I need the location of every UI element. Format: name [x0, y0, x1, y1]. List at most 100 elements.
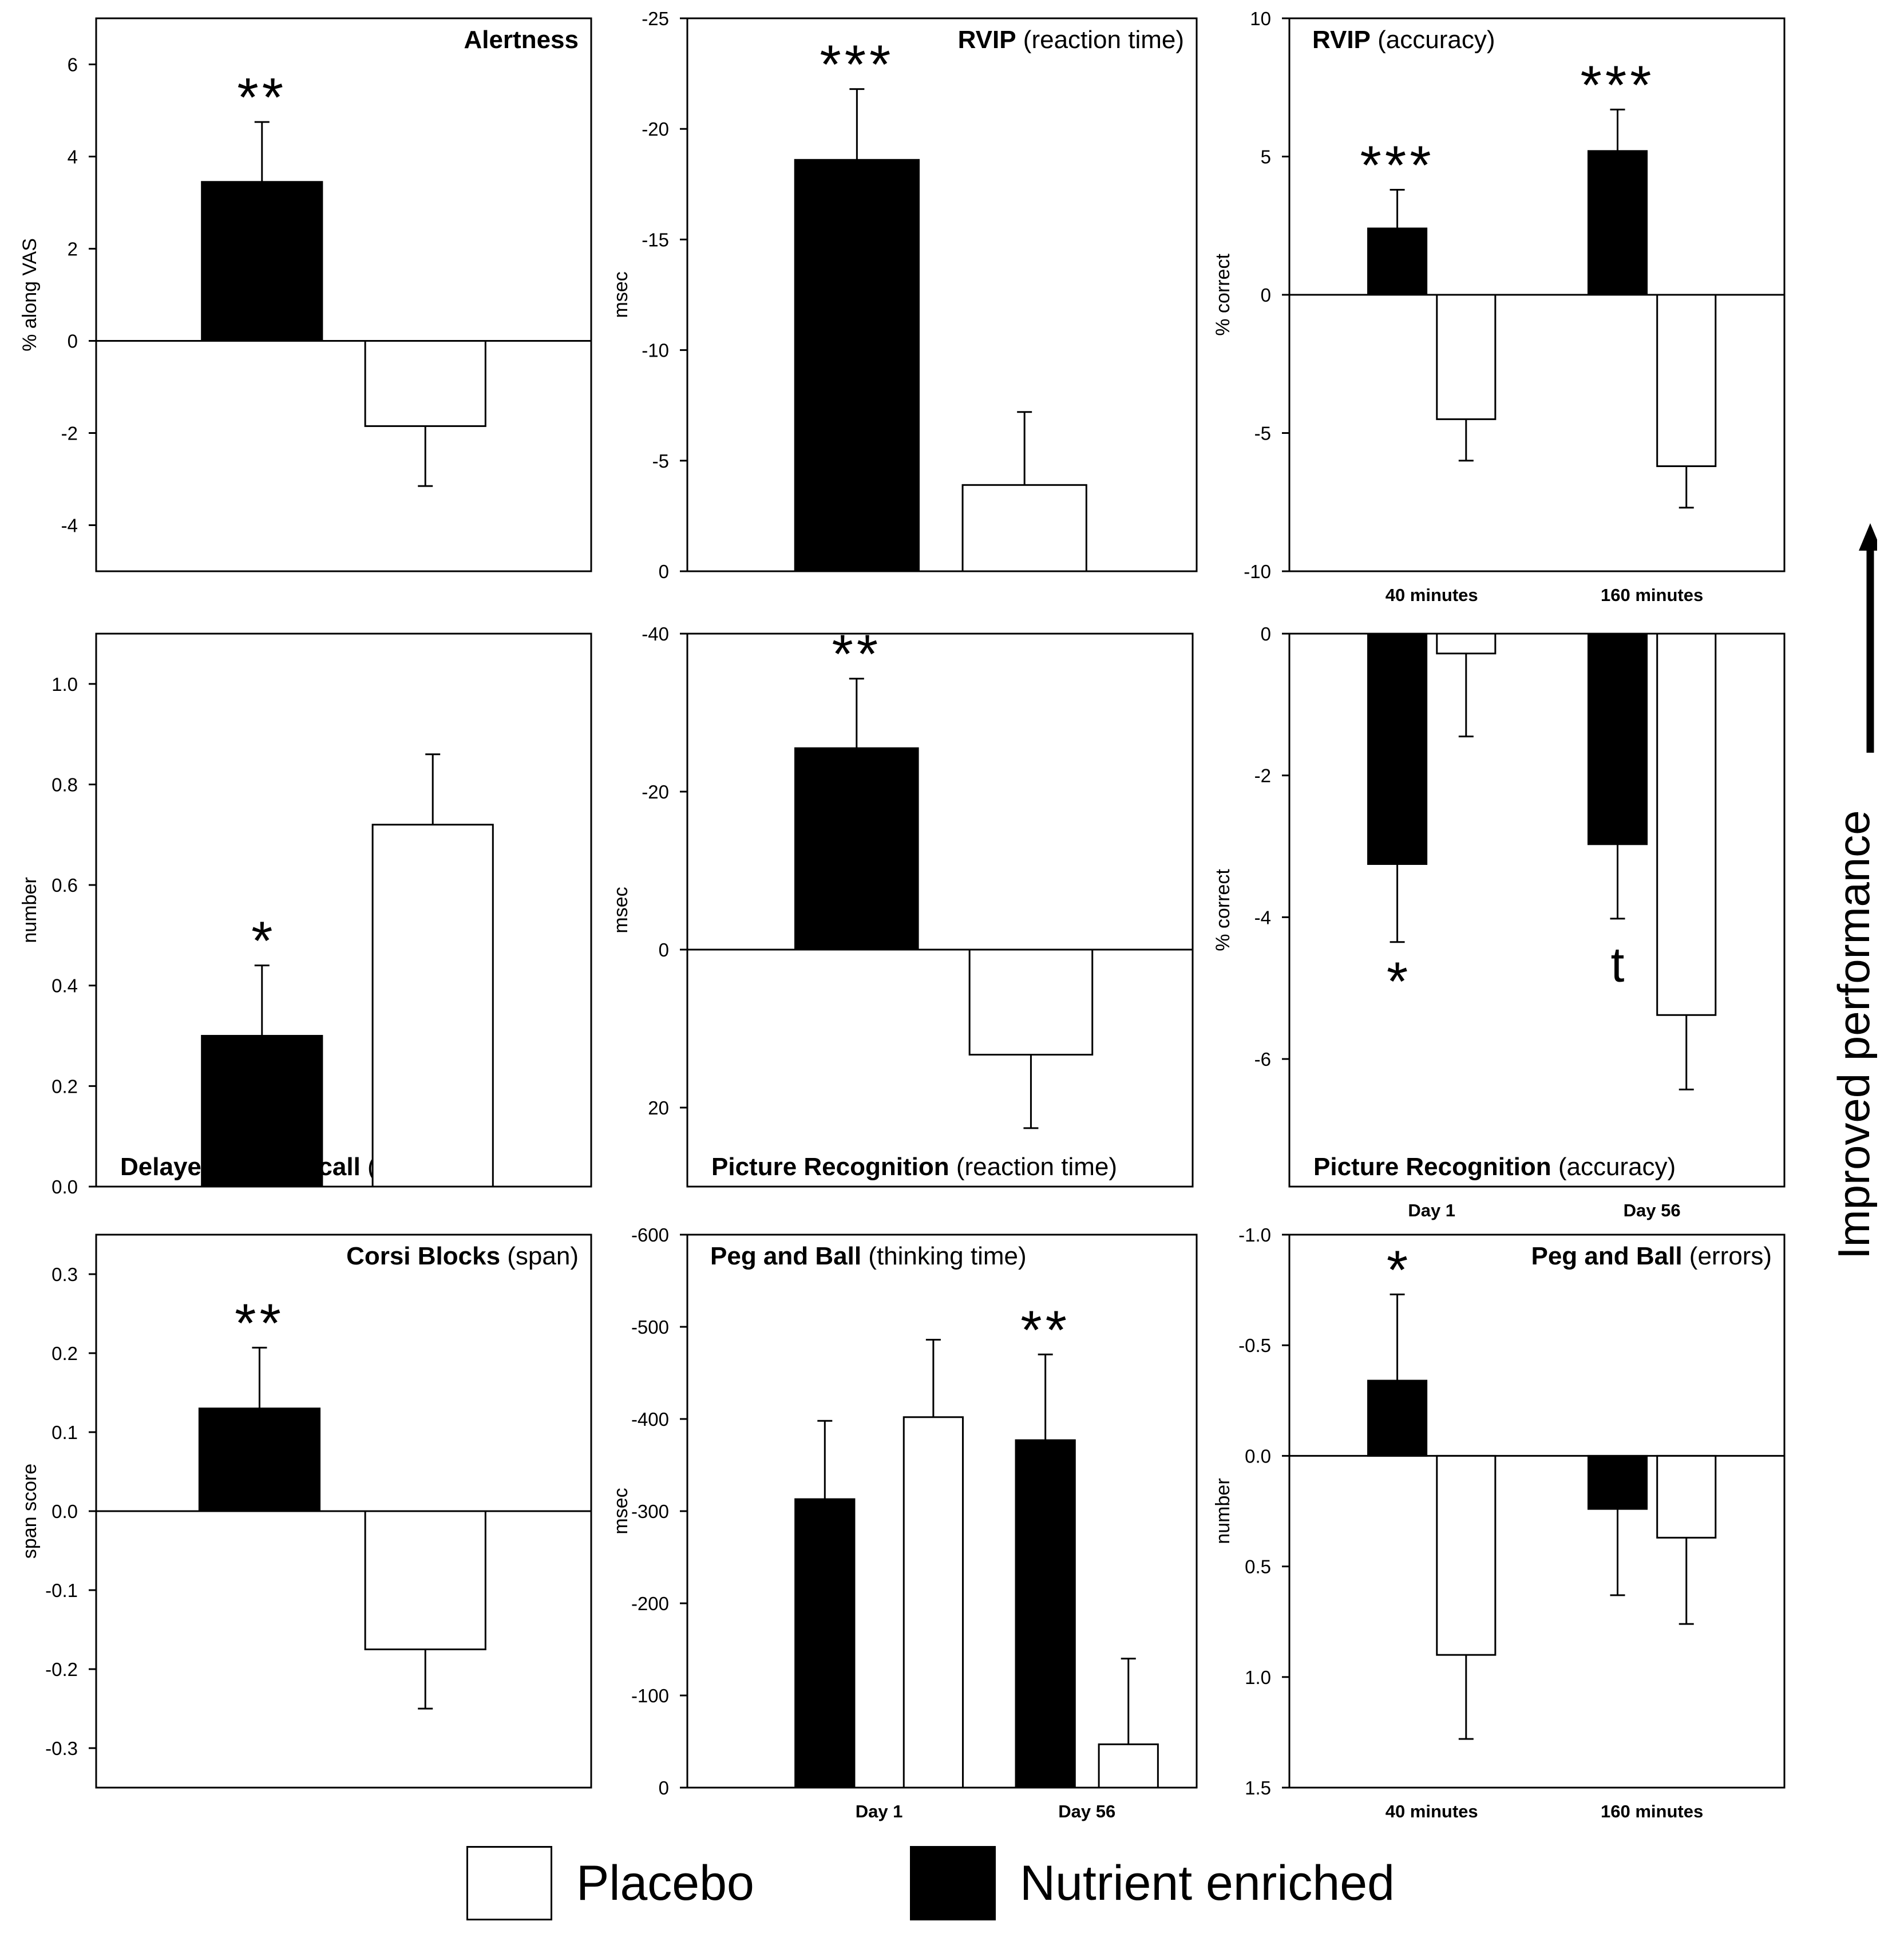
y-tick-label: -300: [631, 1501, 669, 1522]
chart-title: Alertness: [464, 26, 579, 54]
y-tick-label: -2: [61, 423, 78, 444]
legend-placebo-label: Placebo: [576, 1855, 754, 1911]
chart-title: Picture Recognition (accuracy): [1313, 1153, 1676, 1181]
y-tick-label: 0: [1261, 623, 1271, 645]
y-tick-label: 0: [659, 561, 669, 582]
y-tick-label: 0.5: [1245, 1556, 1271, 1578]
y-tick-label: 0.4: [52, 975, 78, 997]
x-category-label: Day 1: [856, 1801, 903, 1821]
chart-title-bold: Picture Recognition: [1313, 1153, 1551, 1181]
chart-title-rest: (span): [500, 1242, 579, 1270]
x-category-label: 40 minutes: [1386, 585, 1478, 605]
y-tick-label: -4: [1254, 907, 1271, 928]
significance-marker: *: [1387, 1239, 1408, 1300]
significance-marker: ***: [1360, 135, 1435, 196]
y-tick-label: -600: [631, 1224, 669, 1246]
y-tick-label: -6: [1254, 1049, 1271, 1070]
y-tick-label: -15: [642, 229, 669, 250]
bar-nutrient: [201, 1035, 323, 1188]
improved-performance-arrowhead: [1859, 523, 1877, 551]
bar-placebo: [968, 948, 1094, 1056]
plot-frame: [1288, 633, 1786, 1188]
y-axis-label: msec: [610, 887, 632, 933]
y-tick-label: -100: [631, 1685, 669, 1706]
bar-placebo: [902, 1416, 964, 1789]
chart-picture-rt: -40 -20 0 20 msec Picture Recognition (reacti…: [610, 623, 1194, 1188]
y-tick-label: -10: [642, 340, 669, 361]
bar-placebo: [364, 1510, 486, 1650]
chart-title-rest: (reaction time): [949, 1153, 1117, 1181]
chart-title-bold: RVIP: [1312, 26, 1371, 54]
chart-peg-time: -600 -500 -400 -300 -200 -100 0 msec Peg and Bal…: [610, 1224, 1198, 1821]
y-tick-label: -1.0: [1238, 1224, 1271, 1246]
y-tick-label: 4: [68, 147, 78, 168]
y-tick-label: 0.0: [1245, 1445, 1271, 1466]
plot-frame: [686, 17, 1198, 572]
significance-marker: *: [251, 911, 272, 972]
bar-nutrient: [1587, 150, 1648, 296]
plot-frame: [1288, 1234, 1786, 1789]
y-tick-label: 0: [659, 939, 669, 960]
chart-title: Peg and Ball (errors): [1531, 1242, 1772, 1270]
bar-placebo: [1098, 1743, 1159, 1789]
y-axis-label: % along VAS: [19, 238, 41, 351]
chart-title-bold: Peg and Ball: [1531, 1242, 1682, 1270]
significance-marker: **: [832, 624, 881, 685]
y-tick-label: -2: [1254, 765, 1271, 786]
chart-title: Picture Recognition (reaction time): [711, 1153, 1117, 1181]
significance-marker: **: [237, 67, 287, 128]
y-tick-label: -0.2: [45, 1659, 78, 1680]
chart-rvip-acc: -10 -5 0 5 10 % correct RVIP (accuracy) 40 minu…: [1212, 8, 1786, 605]
y-axis-label: number: [19, 877, 41, 943]
y-axis-label: msec: [610, 271, 632, 318]
chart-title: Peg and Ball (thinking time): [710, 1242, 1027, 1270]
y-axis-label: span score: [19, 1464, 41, 1559]
y-tick-label: 0.2: [52, 1076, 78, 1097]
bar-nutrient: [1367, 633, 1428, 865]
bar-nutrient: [1367, 227, 1428, 296]
y-tick-label: 5: [1261, 147, 1271, 168]
y-axis-label: % correct: [1212, 254, 1234, 336]
x-category-label: Day 56: [1058, 1801, 1115, 1821]
bar-nutrient: [1587, 633, 1648, 845]
y-tick-label: -5: [1254, 423, 1271, 444]
y-tick-label: 0.6: [52, 875, 78, 896]
bar-placebo: [364, 340, 486, 427]
y-tick-label: -500: [631, 1317, 669, 1338]
y-tick-label: -400: [631, 1409, 669, 1430]
bar-nutrient: [1015, 1439, 1076, 1789]
chart-title-bold: RVIP: [958, 26, 1016, 54]
bar-nutrient: [1587, 1454, 1648, 1510]
y-tick-label: 1.0: [52, 674, 78, 695]
y-tick-label: -0.3: [45, 1738, 78, 1759]
y-tick-label: 0.0: [52, 1176, 78, 1197]
y-tick-label: -0.1: [45, 1580, 78, 1601]
chart-title-rest: (accuracy): [1551, 1153, 1676, 1181]
chart-corsi: -0.3 -0.2 -0.1 0.0 0.1 0.2 0.3 span score Corsi …: [19, 1234, 592, 1789]
chart-alertness: -4 -2 0 2 4 6 % along VAS Alertness **: [19, 17, 592, 572]
bar-nutrient: [201, 181, 323, 342]
bar-placebo: [961, 484, 1087, 572]
y-tick-label: 0.0: [52, 1501, 78, 1522]
chart-title: RVIP (accuracy): [1312, 26, 1495, 54]
y-tick-label: 0.3: [52, 1264, 78, 1285]
y-tick-label: 6: [68, 54, 78, 76]
y-axis-label: msec: [610, 1488, 632, 1534]
y-tick-label: 1.5: [1245, 1777, 1271, 1798]
significance-marker: ***: [1580, 54, 1654, 116]
chart-rvip-rt: -25 -20 -15 -10 -5 0 msec RVIP (reaction time) *…: [610, 8, 1198, 582]
y-tick-label: 0.1: [52, 1422, 78, 1443]
y-tick-label: -10: [1244, 561, 1271, 582]
x-category-label: 40 minutes: [1386, 1801, 1478, 1821]
chart-title-rest: (thinking time): [861, 1242, 1027, 1270]
plot-frame: [686, 633, 1194, 1188]
bar-placebo: [1656, 633, 1717, 1016]
bar-placebo: [371, 824, 494, 1188]
y-tick-label: -200: [631, 1593, 669, 1614]
bar-placebo: [1656, 1454, 1717, 1539]
chart-title: Corsi Blocks (span): [346, 1242, 579, 1270]
improved-performance-text: Improved performance: [1828, 810, 1877, 1259]
y-tick-label: 0.8: [52, 774, 78, 795]
significance-marker: ***: [820, 34, 894, 96]
